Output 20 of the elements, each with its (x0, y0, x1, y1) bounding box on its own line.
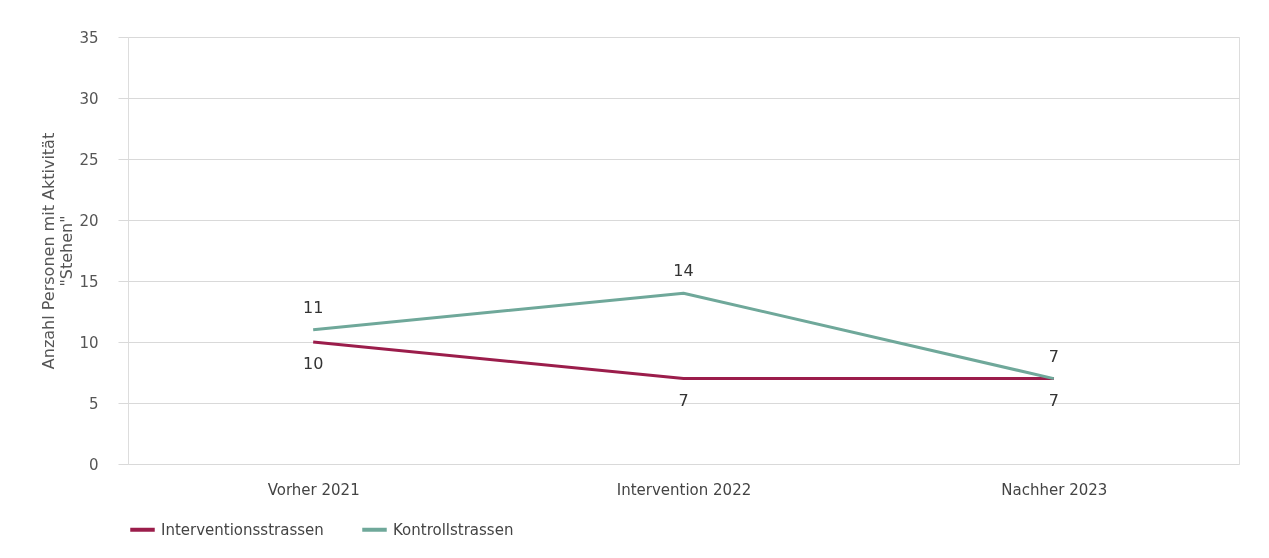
y-axis-title: Anzahl Personen mit Aktivität "Stehen" (39, 132, 77, 370)
legend-label: Interventionsstrassen (161, 520, 324, 539)
y-tick-label: 0 (88, 455, 99, 474)
data-label: 7 (1048, 390, 1059, 410)
x-tick-label: Nachher 2023 (1001, 480, 1108, 499)
data-label: 10 (302, 354, 324, 373)
x-tick-label: Vorher 2021 (267, 480, 360, 499)
y-tick-label: 20 (79, 211, 99, 230)
y-tick-label: 35 (79, 28, 99, 47)
data-label: 11 (302, 297, 324, 317)
y-tick-label: 30 (79, 89, 99, 108)
y-tick-label: 5 (88, 394, 99, 413)
data-label: 14 (673, 261, 694, 281)
y-tick-label: 10 (79, 333, 99, 352)
legend-label: Kontrollstrassen (393, 520, 514, 539)
y-tick-label: 25 (79, 150, 99, 169)
data-label: 7 (1048, 346, 1059, 366)
x-tick-label: Intervention 2022 (616, 480, 752, 499)
data-label: 7 (678, 390, 689, 410)
y-tick-label: 15 (79, 272, 99, 291)
